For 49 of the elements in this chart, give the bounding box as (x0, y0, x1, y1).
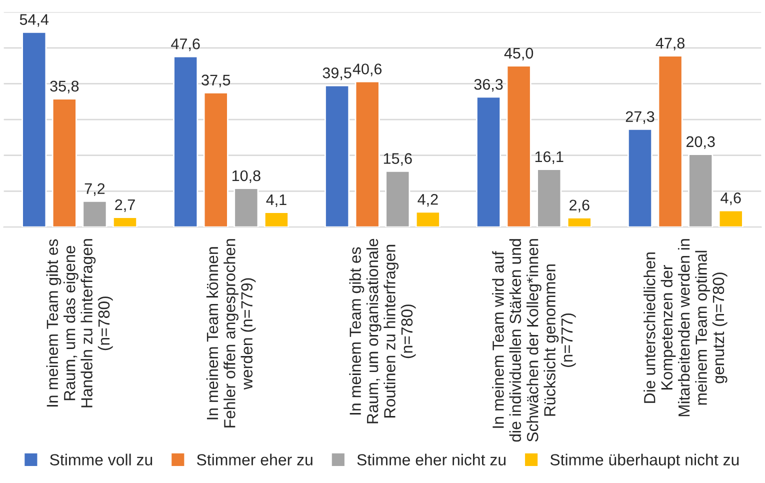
data-label: 36,3 (474, 78, 503, 92)
data-label: 4,6 (720, 192, 741, 206)
bar (718, 210, 744, 228)
legend-label: Stimme voll zu (50, 454, 152, 466)
legend-label: Stimme eher nicht zu (357, 454, 506, 466)
data-label: 7,2 (84, 183, 105, 196)
bar (385, 170, 410, 228)
bar (506, 65, 532, 228)
data-label: 47,8 (656, 38, 684, 50)
data-label: 27,3 (626, 111, 654, 124)
data-label: 10,8 (232, 170, 260, 183)
data-label: 47,6 (171, 38, 200, 52)
bar (354, 80, 380, 228)
x-tick-label: In meinem Team können Fehler offen angesprochen werden (n=779) (206, 239, 256, 428)
bar (536, 168, 562, 228)
x-tick-label: In meinem Team gibt es Raum, um organisationale Routinen zu hinterfragen (n=780) (349, 238, 416, 424)
data-label: 54,4 (20, 14, 49, 27)
x-tick-label: In meinem Team gibt es Raum, um das eigene Handeln zu hinterfragen (n=780) (46, 239, 113, 408)
data-label: 40,6 (352, 64, 382, 76)
x-tick-label: Die unterschiedlichen Kompetenzen der Mitarbeitenden werden in meinem Team optimal genutzt (n=780) (644, 239, 728, 416)
data-label: 2,7 (115, 199, 135, 212)
data-label: 4,2 (418, 194, 438, 207)
bar (476, 96, 502, 228)
data-label: 4,1 (266, 194, 286, 207)
bar (22, 31, 47, 228)
bar (627, 128, 653, 228)
data-label: 20,3 (686, 136, 715, 149)
bar (234, 188, 259, 228)
bar (52, 98, 77, 228)
bar (658, 55, 683, 228)
data-label: 2,6 (570, 200, 590, 212)
bar (415, 211, 440, 228)
data-label: 45,0 (504, 48, 534, 60)
bar (688, 154, 714, 228)
bar (566, 217, 592, 228)
data-label: 35,8 (50, 80, 79, 94)
bar (264, 212, 289, 228)
data-label: 15,6 (384, 153, 412, 166)
data-label: 37,5 (202, 74, 230, 88)
x-tick-label: In meinem Team wird auf die individuellen Stärken und Schwächen der Kolleg*innen Rücksicht genommen (n=777) (492, 239, 576, 442)
legend-label: Stimmer eher zu (196, 454, 312, 466)
bar (203, 92, 228, 228)
bar (324, 84, 350, 228)
legend-label: Stimme überhaupt nicht zu (550, 454, 739, 469)
bar (173, 56, 198, 228)
bar (112, 216, 138, 228)
bar (82, 200, 108, 228)
data-label: 39,5 (322, 68, 352, 80)
data-label: 16,1 (535, 151, 564, 164)
